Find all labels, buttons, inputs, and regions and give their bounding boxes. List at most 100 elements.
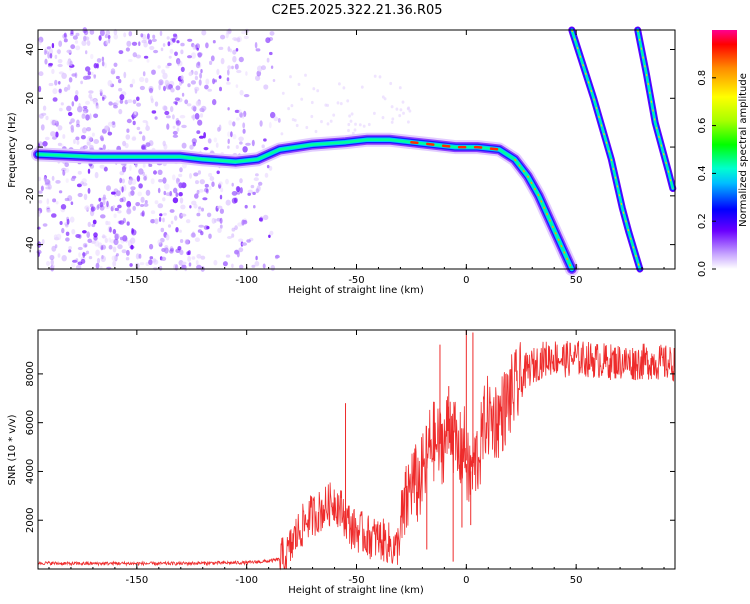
spectrogram-noise-dot [310,114,314,119]
snr-ytick-label: 6000 [25,410,36,435]
spectrogram-noise-dot [269,31,275,36]
spectrogram-noise-dot [204,84,209,90]
spectrogram-noise-dot [136,175,141,182]
spectrogram-noise-dot [162,217,165,223]
spectrogram-noise-dot [139,262,145,266]
spectrogram-noise-dot [326,122,330,126]
spectrogram-noise-dot [97,242,103,249]
spectrogram-noise-dot [200,69,203,74]
spectrogram-noise-dot [134,111,137,115]
spectrogram-noise-dot [104,237,109,243]
spectrogram-noise-dot [86,231,90,238]
spectrogram-noise-dot [148,39,152,45]
spectrogram-noise-dot [187,83,191,88]
spectrogram-noise-dot [82,105,88,109]
spectrogram-noise-dot [122,140,127,147]
spectrogram-noise-dot [130,244,134,250]
spectrogram-noise-dot [238,136,244,142]
spectrogram-noise-dot [166,123,170,130]
spectrogram-noise-dot [138,41,141,46]
spectrogram-noise-dot [113,213,117,219]
spectrogram-noise-dot [106,185,111,192]
spectrogram-noise-dot [130,190,135,196]
spectrogram-noise-dot [162,177,167,184]
spectrogram-noise-dot [144,77,149,84]
spectrogram-noise-dot [181,261,187,265]
spectrogram-noise-dot [55,201,59,205]
spectrogram-noise-dot [61,255,67,262]
spectrogram-main-track-peak [514,158,573,270]
spectrogram-noise-dot [123,32,127,38]
spectrogram-noise-dot [172,33,178,37]
spectrogram-noise-dot [70,118,75,123]
spectrogram-noise-dot [346,99,350,103]
spectrogram-noise-dot [225,32,229,39]
spectrogram-noise-dot [228,120,233,126]
spectrogram-noise-dot [219,208,224,214]
spectrogram-noise-dot [238,109,242,114]
spectrogram-noise-dot [195,180,199,185]
spectrogram-noise-dot [74,40,79,44]
spectrogram-noise-dot [129,83,134,88]
spectrogram-noise-dot [198,135,205,139]
spectrogram-noise-dot [187,255,192,262]
spectrogram-noise-dot [87,238,92,243]
spectrogram-noise-dot [256,70,262,77]
spectrogram-noise-dot [114,207,120,211]
spectrogram-noise-dot [125,134,131,140]
spectrogram-noise-dot [236,251,240,258]
spectrogram-noise-dot [175,85,181,91]
spectrogram-noise-dot [159,265,163,271]
spectrogram-noise-dot [235,145,239,149]
spectrogram-noise-dot [204,187,209,193]
spectrogram-noise-dot [408,109,412,113]
spectrogram-noise-dot [154,218,159,225]
spectrogram-noise-dot [199,107,205,112]
spectrogram-noise-dot [119,94,125,101]
snr-xtick-label: 0 [463,575,469,586]
spectrogram-noise-dot [295,123,299,128]
spectrogram-noise-dot [154,116,158,120]
spectrogram-secondary-track-peak [571,29,641,270]
spectrogram-noise-dot [90,240,97,244]
spectrogram-noise-dot [235,84,239,88]
spectrogram-noise-dot [38,36,44,43]
spectrogram-tracks [31,26,677,276]
spectrogram-noise-dot [99,164,105,169]
spectrogram-ytick-label: 40 [25,43,36,56]
spectrogram-noise-dot [75,258,79,263]
spectrogram-noise-dot [178,173,183,178]
spectrogram-noise-dot [65,231,70,236]
spectrogram-noise-dot [85,100,90,105]
spectrogram-noise-dot [390,105,394,109]
spectrogram-noise-dot [117,204,122,209]
spectrogram-noise-dot [181,213,187,217]
spectrogram-noise-dot [244,204,248,209]
spectrogram-noise-dot [164,110,170,116]
spectrogram-noise-dot [96,58,102,63]
spectrogram-noise-dot [107,131,113,136]
spectrogram-ytick-label: 20 [25,92,36,105]
spectrogram-noise-dot [373,111,376,115]
spectrogram-noise-dot [177,59,180,67]
spectrogram-noise-dot [85,66,91,72]
spectrogram-noise-dot [169,48,174,54]
spectrogram-noise-dot [186,103,192,107]
spectrogram-noise-dot [212,40,216,44]
spectrogram-noise-dot [81,40,87,46]
spectrogram-noise-dot [253,205,256,209]
spectrogram-noise-dot [50,131,56,137]
spectrogram-noise-dot [145,189,151,196]
spectrogram-noise-dot [225,178,229,185]
spectrogram-noise-dot [162,197,166,202]
spectrogram-noise-dot [60,143,64,148]
spectrogram-noise-dot [83,193,88,201]
spectrogram-noise-dot [113,238,119,246]
spectrogram-noise-dot [77,246,83,251]
spectrogram-noise-dot [265,37,271,44]
spectrogram-noise-dot [78,102,81,109]
spectrogram-noise-dot [213,259,218,266]
spectrogram-noise-dot [212,99,217,106]
spectrogram-noise-dot [61,227,65,234]
spectrogram-noise-dot [268,165,273,171]
